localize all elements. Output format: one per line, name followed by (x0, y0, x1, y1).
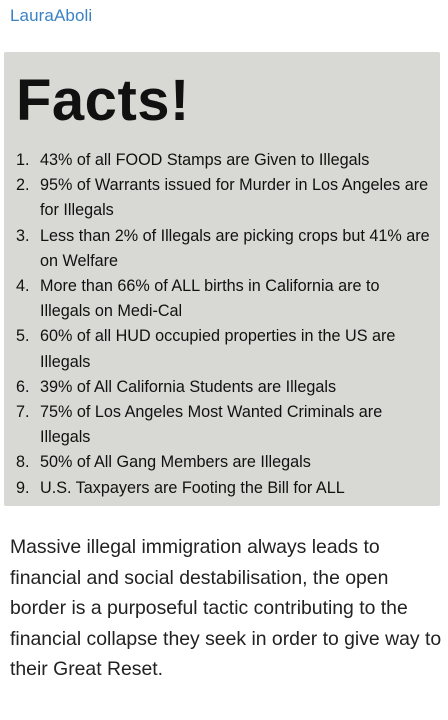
fact-text: 39% of All California Students are Illeg… (40, 377, 337, 396)
fact-item: 8. 50% of All Gang Members are Illegals (16, 450, 434, 475)
fact-item: 9. U.S. Taxpayers are Footing the Bill f… (16, 476, 434, 501)
fact-item: 5. 60% of all HUD occupied properties in… (16, 324, 434, 374)
fact-text: 95% of Warrants issued for Murder in Los… (40, 176, 429, 220)
post-image[interactable]: Facts! 1. 43% of all FOOD Stamps are Giv… (4, 52, 440, 506)
fact-text: Less than 2% of Illegals are picking cro… (40, 226, 430, 270)
fact-text: 43% of all FOOD Stamps are Given to Ille… (40, 151, 370, 169)
fact-number: 3. (16, 226, 30, 245)
author-name[interactable]: LauraAboli (10, 6, 93, 25)
fact-item: 1. 43% of all FOOD Stamps are Given to I… (16, 148, 434, 173)
fact-text: More than 66% of ALL births in Californi… (40, 277, 380, 321)
post-caption: Massive illegal immigration always leads… (10, 536, 442, 680)
fact-item: 6. 39% of All California Students are Il… (16, 375, 434, 400)
image-title: Facts! (16, 68, 190, 133)
fact-text: 60% of all HUD occupied properties in th… (40, 327, 396, 371)
facts-list: 1. 43% of all FOOD Stamps are Given to I… (16, 148, 434, 501)
fact-number: 5. (16, 327, 30, 346)
fact-item: 7. 75% of Los Angeles Most Wanted Crimin… (16, 400, 434, 450)
fact-text: 50% of All Gang Members are Illegals (40, 453, 311, 472)
fact-number: 9. (16, 478, 30, 497)
fact-text: U.S. Taxpayers are Footing the Bill for … (40, 478, 345, 497)
fact-number: 1. (16, 151, 30, 169)
fact-number: 4. (16, 277, 30, 296)
fact-item: 4. More than 66% of ALL births in Califo… (16, 274, 434, 324)
fact-item: 3. Less than 2% of Illegals are picking … (16, 224, 434, 274)
fact-number: 8. (16, 453, 30, 472)
fact-number: 6. (16, 377, 30, 396)
fact-number: 2. (16, 176, 30, 195)
fact-item: 2. 95% of Warrants issued for Murder in … (16, 173, 434, 223)
fact-number: 7. (16, 403, 30, 422)
fact-text: 75% of Los Angeles Most Wanted Criminals… (40, 403, 383, 447)
